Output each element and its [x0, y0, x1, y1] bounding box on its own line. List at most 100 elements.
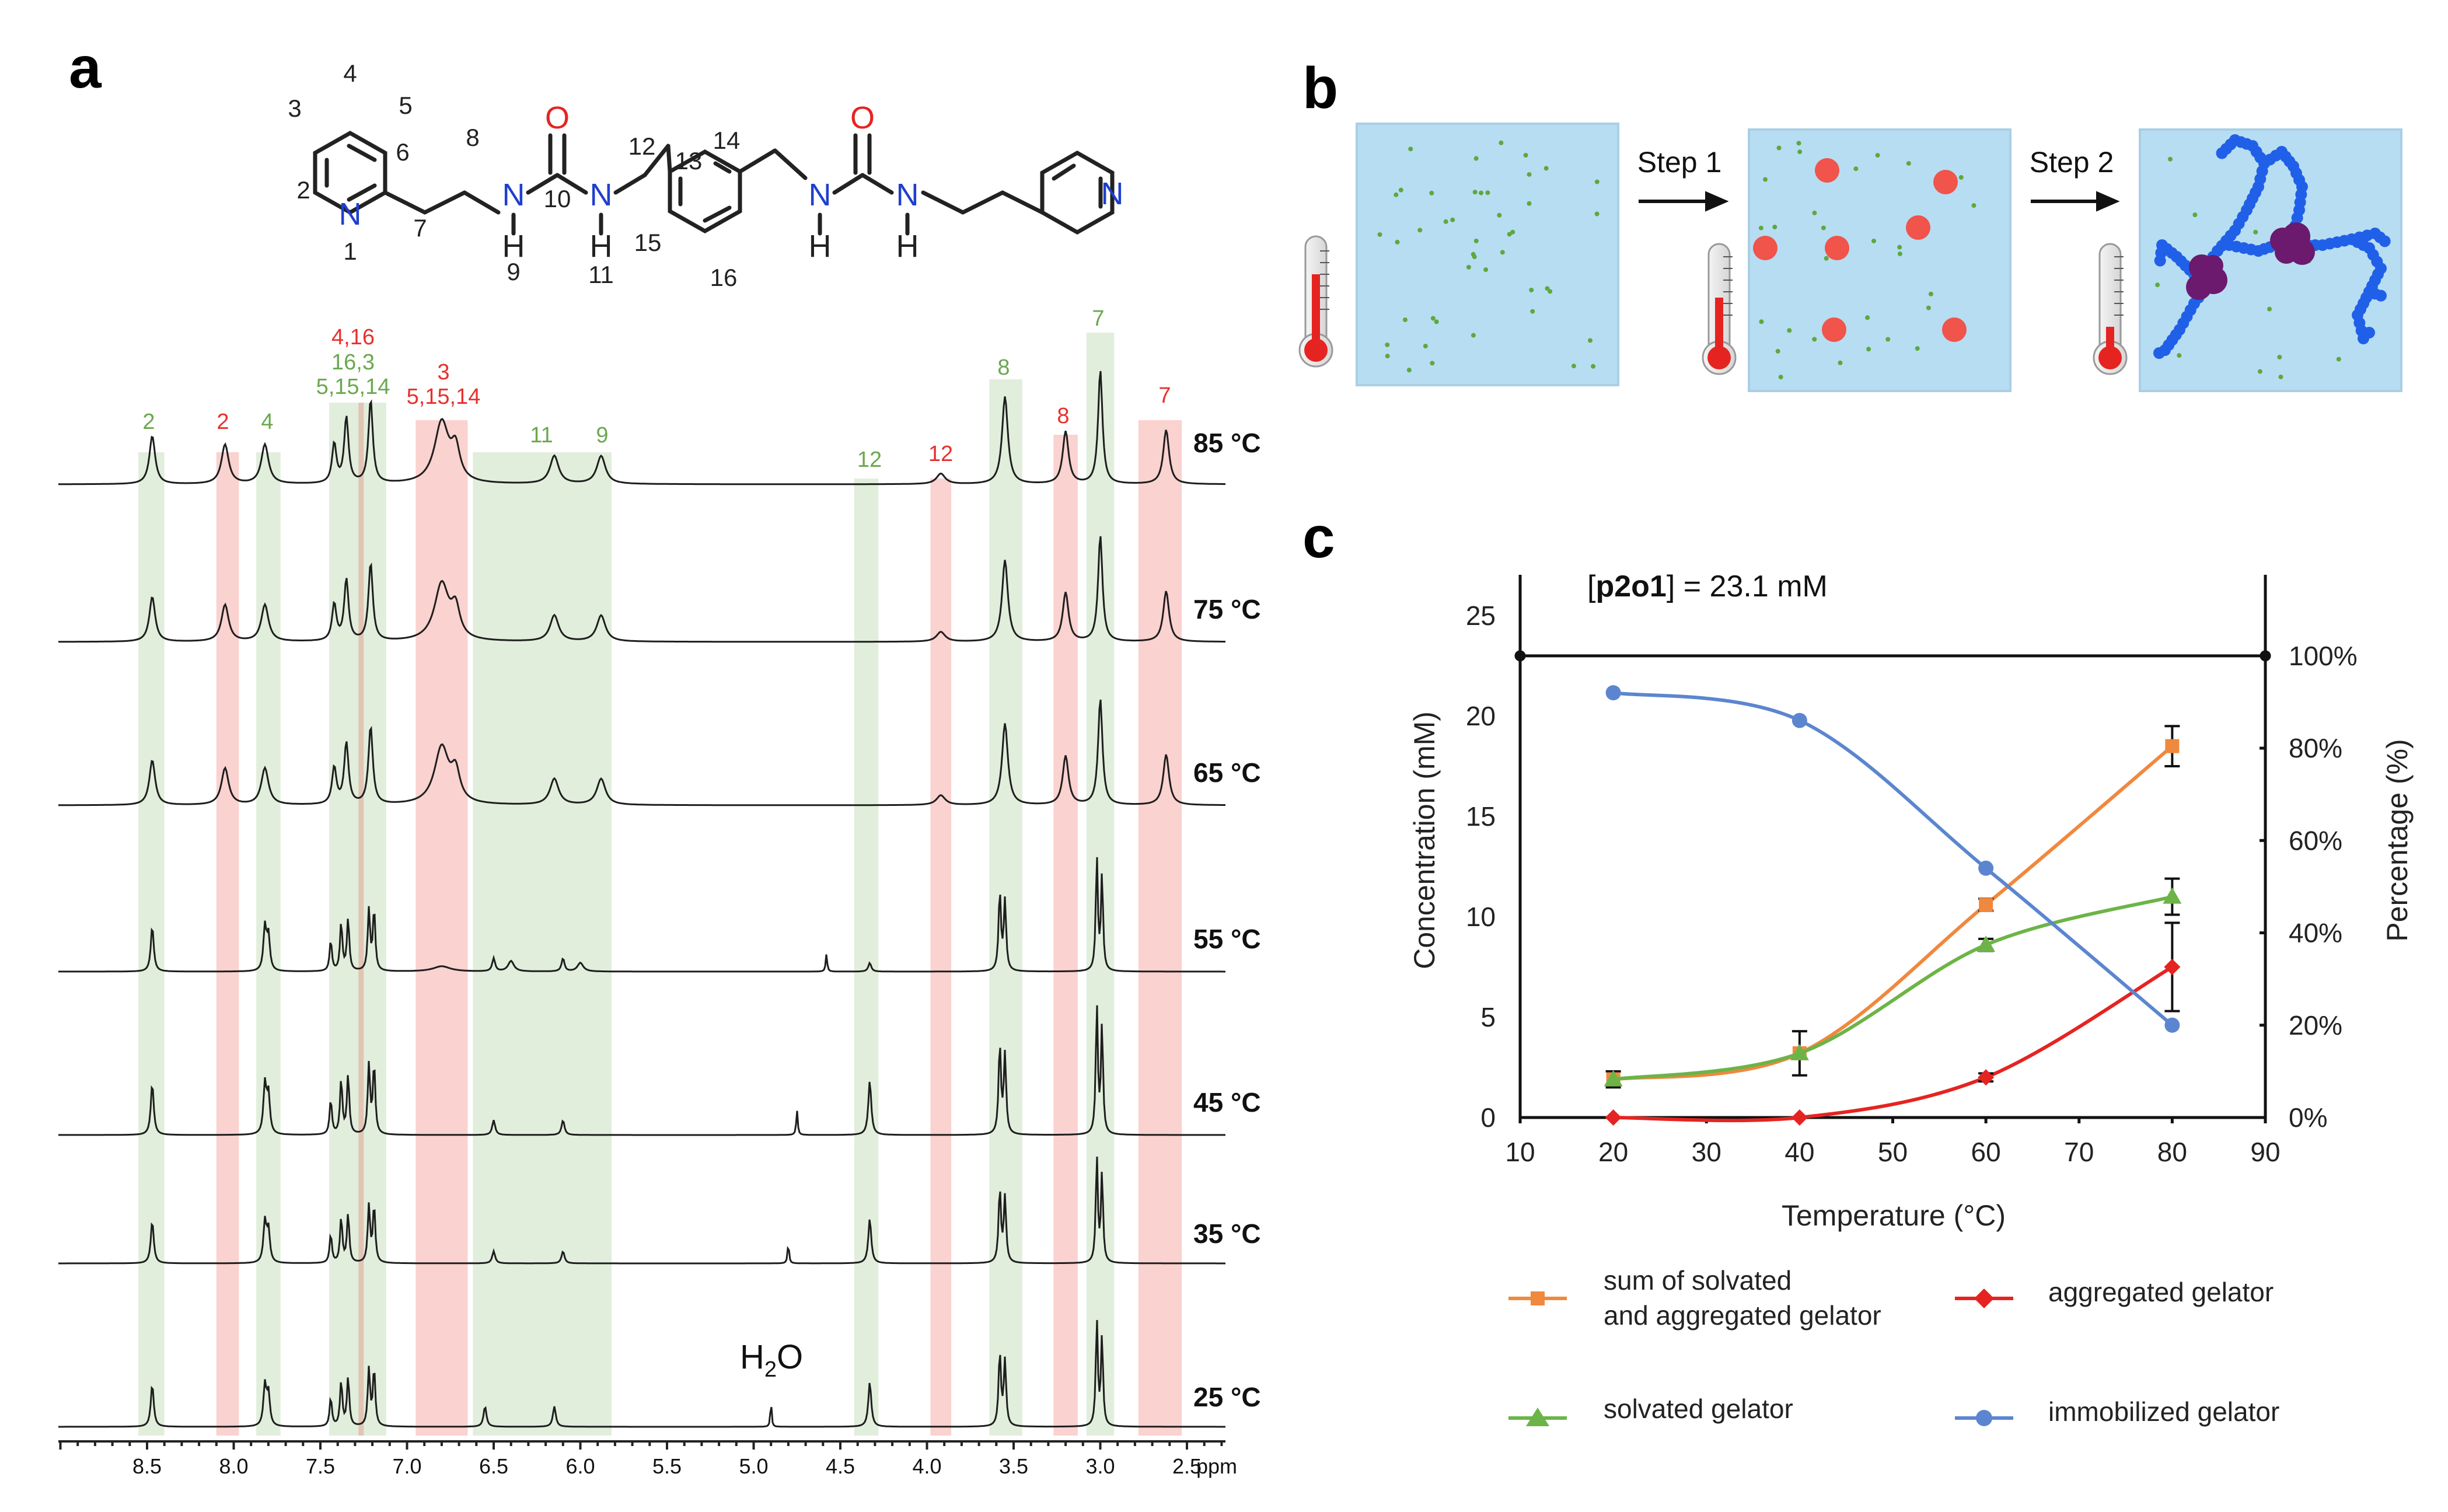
nmr-band-2 — [256, 452, 281, 1436]
atom-n-pyridine-right: N — [1101, 176, 1124, 211]
series-2-point-3 — [2163, 887, 2182, 904]
atom-n-urea-2: N — [590, 177, 613, 212]
nmr-band-10 — [1053, 435, 1078, 1436]
panel-label-a: a — [69, 35, 102, 100]
thermometer-cool-icon — [2093, 243, 2128, 375]
nmr-spectra — [58, 371, 1225, 1428]
atom-number-10: 10 — [544, 185, 571, 212]
structure-atoms: N N H O N H N H O N H N — [339, 100, 1124, 264]
atom-h-urea-2: H — [590, 229, 613, 264]
series-3-point-0 — [1605, 685, 1621, 701]
atom-number-16: 16 — [710, 264, 738, 291]
series-line-2 — [1613, 895, 2173, 1081]
band-label-red-2: 2 — [216, 410, 229, 434]
chart-title-prefix: [ — [1587, 570, 1596, 603]
series-2-point-2 — [1976, 935, 1996, 952]
nmr-tick-label-2.5: 2.5 — [1172, 1454, 1202, 1478]
chart-y-tick-0: 0 — [1480, 1102, 1496, 1133]
series-0-point-2 — [1979, 898, 1993, 912]
temp-label-35: 35 °C — [1193, 1218, 1261, 1249]
atom-number-13: 13 — [675, 147, 703, 174]
atom-number-14: 14 — [713, 127, 741, 154]
nmr-spectrum-trace-2 — [58, 699, 1225, 806]
temp-label-75: 75 °C — [1193, 594, 1261, 624]
panel-label-c: c — [1302, 505, 1335, 570]
panel-label-b: b — [1302, 55, 1338, 121]
nmr-tick-label-8.5: 8.5 — [132, 1454, 162, 1478]
nmr-spectrum-trace-6 — [58, 1319, 1225, 1428]
nmr-tick-label-3.5: 3.5 — [999, 1454, 1028, 1478]
nmr-tick-label-5.5: 5.5 — [652, 1454, 682, 1478]
legend-item-sum: sum of solvated and aggregated gelator — [1508, 1265, 1881, 1331]
series-line-0 — [1613, 745, 2174, 1081]
chart-x-tick-90: 90 — [2250, 1137, 2280, 1167]
chart-tick-labels: 10 20 30 40 50 60 70 80 90 0 5 10 15 20 25 0% 20% 40% 60% 8… — [1466, 600, 2358, 1167]
series-1-point-2 — [1978, 1069, 1995, 1086]
temp-label-85: 85 °C — [1193, 428, 1261, 458]
nmr-temperature-labels: 85 °C 75 °C 65 °C 55 °C 45 °C 35 °C 25 °… — [1193, 428, 1261, 1412]
band-label-red-12: 12 — [928, 442, 953, 466]
chart-x-tick-40: 40 — [1785, 1137, 1814, 1167]
band-label-green-16-3: 16,3 — [331, 350, 375, 375]
aggregate-particles — [1753, 158, 1967, 342]
band-label-green-2: 2 — [142, 410, 155, 434]
legend-label-solvated: solvated gelator — [1604, 1394, 1793, 1424]
nmr-spectrum-trace-5 — [58, 1156, 1225, 1265]
nmr-axis-unit: ppm — [1196, 1454, 1237, 1478]
scheme-box-solution — [1356, 123, 1619, 386]
atom-number-15: 15 — [634, 229, 662, 256]
series-3-point-3 — [2164, 1017, 2180, 1033]
chart-y2-tick-60%: 60% — [2289, 825, 2342, 855]
legend-label-immobilized: immobilized gelator — [2048, 1396, 2279, 1427]
atom-number-11: 11 — [588, 261, 614, 288]
scheme-box-aggregation — [1748, 128, 2012, 392]
legend-item-immobilized: immobilized gelator — [1955, 1396, 2279, 1427]
legend-item-aggregated: aggregated gelator — [1955, 1277, 2274, 1308]
atom-o-urea-2: O — [850, 100, 875, 135]
chart-xlabel: Temperature (°C) — [1782, 1199, 2006, 1232]
nmr-tick-label-6.5: 6.5 — [479, 1454, 508, 1478]
atom-number-9: 9 — [507, 258, 520, 285]
chart-x-tick-60: 60 — [1971, 1137, 2001, 1167]
chart-y-tick-5: 5 — [1480, 1002, 1496, 1032]
chart-axes — [1514, 575, 2271, 1123]
chart-x-tick-70: 70 — [2064, 1137, 2094, 1167]
series-3-point-2 — [1978, 860, 1994, 876]
step-arrows — [1639, 191, 2120, 212]
nmr-band-labels: 2 2 4 4,16 16,3 5,15,14 3 5,15,14 11 9 1… — [142, 306, 1171, 472]
series-2-point-0 — [1604, 1070, 1623, 1087]
water-o: O — [777, 1338, 803, 1376]
nmr-tick-label-7.5: 7.5 — [306, 1454, 335, 1478]
gel-fibre-network — [2153, 134, 2391, 359]
band-label-red-4-16: 4,16 — [331, 325, 375, 350]
band-label-green-11: 11 — [530, 423, 553, 448]
chart-ylabel: Concentration (mM) — [1408, 711, 1441, 969]
chart-y2-tick-80%: 80% — [2289, 733, 2342, 763]
band-label-green-4: 4 — [261, 410, 273, 434]
atom-number-1: 1 — [343, 238, 357, 265]
band-label-red-3: 3 — [437, 360, 449, 385]
series-2-point-1 — [1790, 1043, 1809, 1060]
series-1-point-0 — [1605, 1109, 1622, 1126]
band-label-green-8: 8 — [997, 355, 1010, 380]
atom-number-4: 4 — [343, 60, 357, 87]
series-line-3 — [1613, 691, 2174, 1027]
series-3-point-1 — [1792, 713, 1807, 728]
nmr-tick-label-4.5: 4.5 — [826, 1454, 855, 1478]
nmr-band-11 — [1086, 333, 1115, 1436]
series-line-1 — [1613, 965, 2173, 1123]
nmr-band-3 — [329, 403, 386, 1436]
nmr-band-5 — [415, 420, 468, 1436]
band-label-green-12: 12 — [857, 448, 882, 472]
nmr-axis-tick-labels: 8.5 8.0 7.5 7.0 6.5 6.0 5.5 5.0 4.5 4.0 3.5 3.0 2.5p… — [132, 1454, 1237, 1478]
chart-y2-tick-100%: 100% — [2289, 641, 2358, 671]
nmr-band-6 — [473, 452, 612, 1436]
atom-number-7: 7 — [413, 214, 427, 242]
legend-label-sum-line1: sum of solvated — [1604, 1265, 1792, 1295]
atom-n-urea-1: N — [502, 177, 525, 212]
nmr-band-12 — [1138, 420, 1182, 1436]
solvated-molecule-dots — [1377, 140, 2370, 380]
gelator-nuclei — [2186, 222, 2315, 300]
nmr-tick-label-4.0: 4.0 — [912, 1454, 941, 1478]
